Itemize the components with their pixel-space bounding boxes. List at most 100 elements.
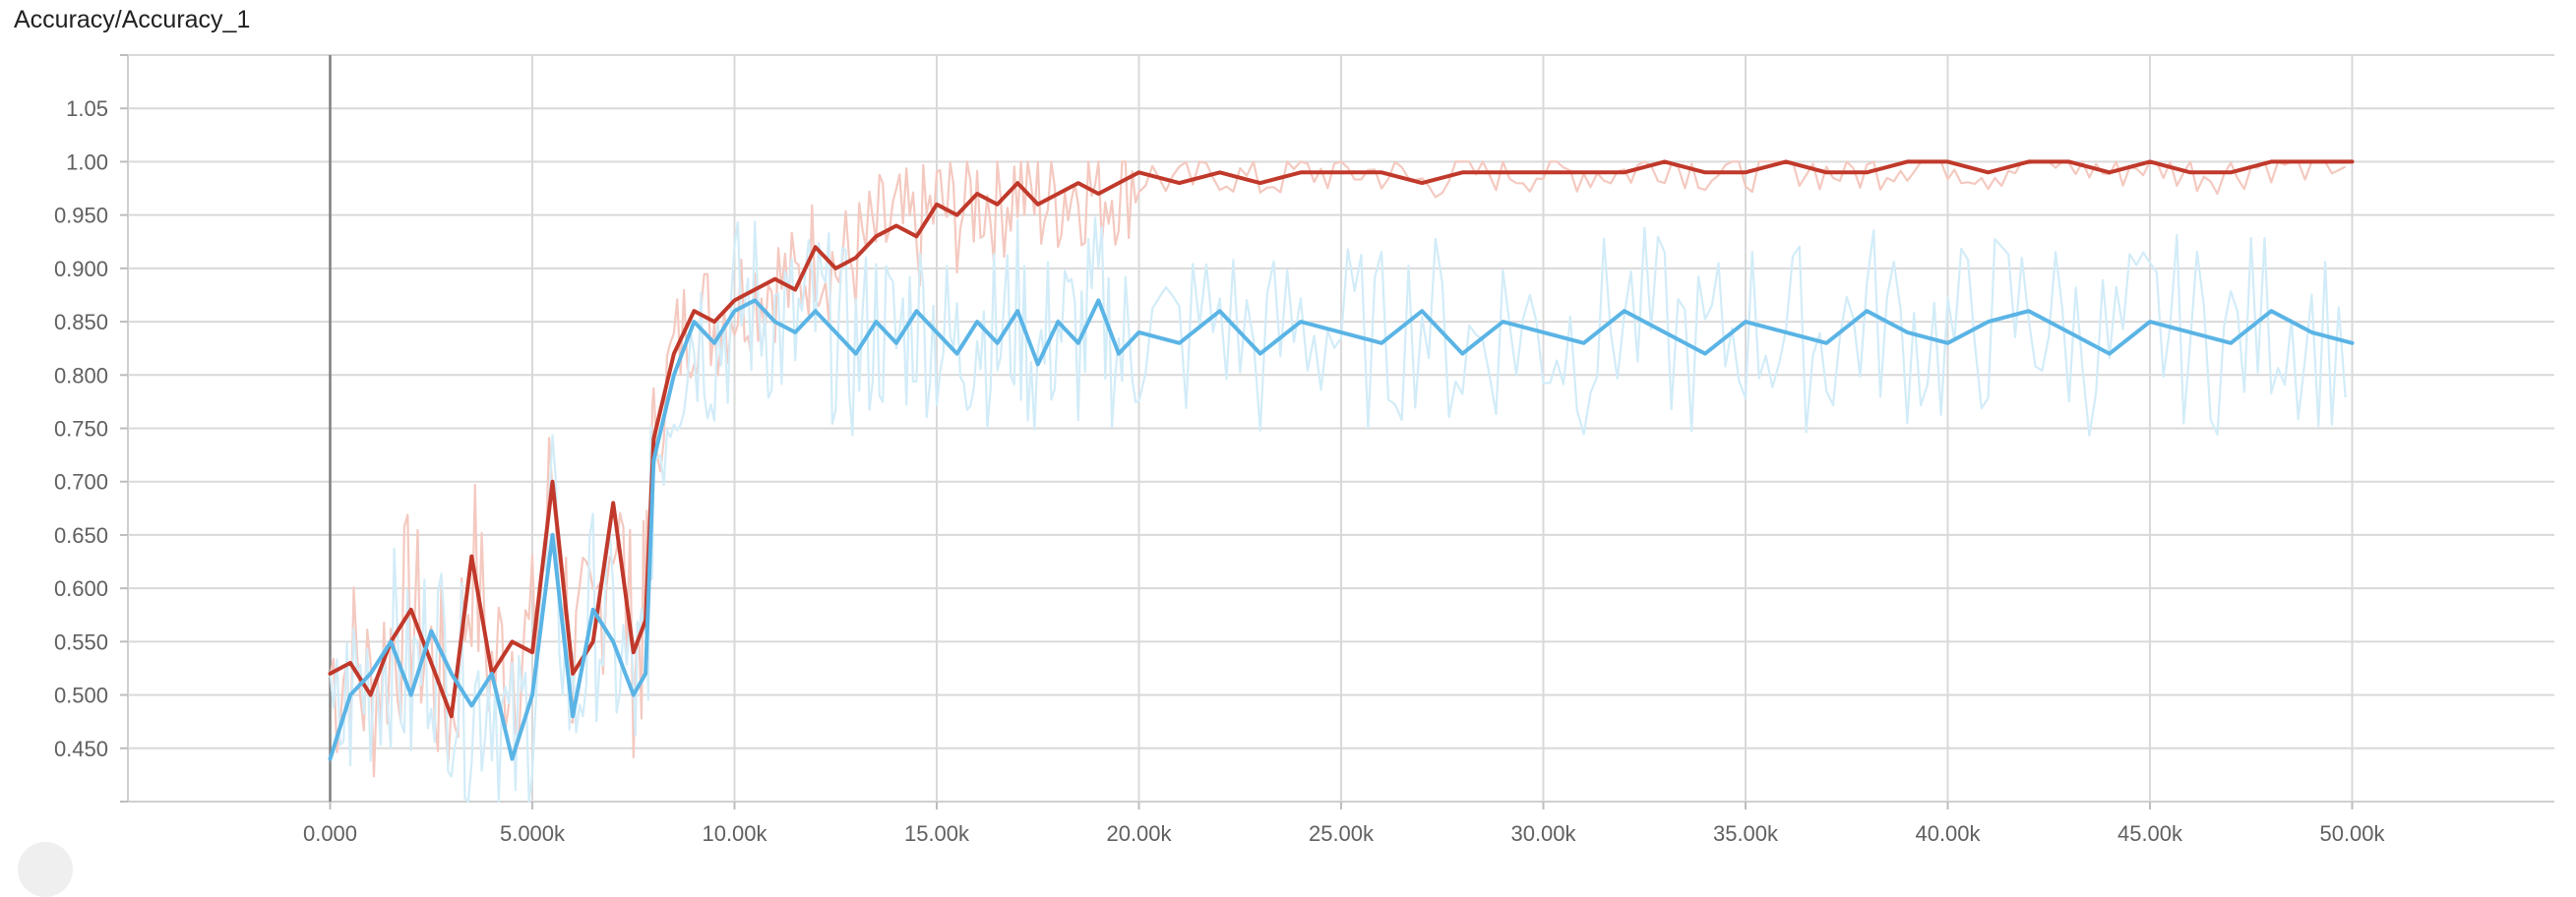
data-point-blue bbox=[915, 309, 918, 313]
y-tick-label: 0.750 bbox=[54, 417, 108, 442]
y-tick-label: 0.900 bbox=[54, 257, 108, 281]
data-point-red bbox=[632, 650, 636, 654]
data-point-red bbox=[1542, 170, 1545, 174]
accuracy-chart: 0.450 0.500 0.550 0.600 0.650 0.700 0.750 0.800… bbox=[54, 54, 2554, 846]
data-point-red bbox=[450, 714, 454, 718]
data-point-blue bbox=[1501, 320, 1504, 324]
y-tick-label: 0.550 bbox=[54, 629, 108, 654]
data-point-blue bbox=[672, 373, 676, 377]
data-point-blue bbox=[644, 672, 647, 676]
data-point-blue bbox=[2269, 309, 2273, 313]
series-raw-line bbox=[329, 160, 2347, 778]
data-point-red bbox=[551, 480, 554, 484]
data-point-red bbox=[2229, 170, 2233, 174]
data-point-red bbox=[1905, 159, 1909, 163]
data-point-blue bbox=[429, 629, 433, 632]
y-tick-label: 0.800 bbox=[54, 363, 108, 388]
data-point-blue bbox=[1623, 309, 1626, 313]
data-point-red bbox=[571, 672, 575, 676]
data-point-red bbox=[469, 555, 473, 559]
data-point-red bbox=[1623, 170, 1626, 174]
data-point-blue bbox=[409, 693, 413, 697]
data-point-blue bbox=[975, 320, 979, 324]
data-point-blue bbox=[1946, 341, 1949, 345]
data-point-red bbox=[1824, 170, 1828, 174]
data-point-red bbox=[530, 650, 534, 654]
x-tick-label: 10.00k bbox=[702, 821, 767, 846]
data-point-red bbox=[1299, 170, 1303, 174]
data-point-red bbox=[1258, 181, 1262, 185]
data-point-blue bbox=[773, 320, 777, 324]
data-point-red bbox=[429, 661, 433, 665]
data-point-red bbox=[2027, 159, 2031, 163]
data-point-red bbox=[955, 213, 959, 217]
data-point-red bbox=[1036, 203, 1040, 207]
y-tick-label: 0.450 bbox=[54, 737, 108, 761]
data-point-blue bbox=[833, 330, 837, 334]
data-point-red bbox=[2148, 159, 2152, 163]
data-point-blue bbox=[1076, 341, 1080, 345]
data-point-blue bbox=[996, 341, 1000, 345]
data-point-red bbox=[2188, 170, 2192, 174]
data-point-blue bbox=[1056, 320, 1060, 324]
data-point-red bbox=[591, 639, 595, 643]
data-point-blue bbox=[1905, 330, 1909, 334]
data-point-blue bbox=[611, 639, 615, 643]
data-point-red bbox=[1784, 159, 1788, 163]
data-point-red bbox=[511, 639, 514, 643]
data-point-blue bbox=[1015, 309, 1019, 313]
data-point-blue bbox=[814, 309, 818, 313]
data-point-red bbox=[793, 288, 797, 291]
data-point-blue bbox=[1460, 352, 1464, 356]
data-point-blue bbox=[1744, 320, 1748, 324]
data-point-blue bbox=[2188, 330, 2192, 334]
x-tick-label: 25.00k bbox=[1309, 821, 1375, 846]
data-point-red bbox=[854, 256, 858, 260]
data-point-blue bbox=[1218, 309, 1222, 313]
data-point-red bbox=[1582, 170, 1586, 174]
data-point-red bbox=[2067, 159, 2071, 163]
x-tick-label: 0.000 bbox=[303, 821, 357, 846]
data-point-blue bbox=[1380, 341, 1383, 345]
data-point-blue bbox=[793, 330, 797, 334]
data-point-blue bbox=[329, 757, 332, 761]
data-point-blue bbox=[854, 352, 858, 356]
data-point-blue bbox=[1542, 330, 1545, 334]
data-point-blue bbox=[874, 320, 878, 324]
data-point-red bbox=[1946, 159, 1949, 163]
data-point-blue bbox=[469, 703, 473, 707]
data-point-red bbox=[1663, 159, 1667, 163]
data-point-blue bbox=[2229, 341, 2233, 345]
data-point-red bbox=[2108, 170, 2112, 174]
data-point-blue bbox=[2108, 352, 2112, 356]
data-point-red bbox=[2309, 159, 2313, 163]
data-point-blue bbox=[1582, 341, 1586, 345]
x-tick-label: 5.000k bbox=[500, 821, 566, 846]
data-point-red bbox=[2269, 159, 2273, 163]
data-point-blue bbox=[591, 608, 595, 612]
data-point-blue bbox=[1824, 341, 1828, 345]
y-tick-label: 1.05 bbox=[66, 96, 108, 121]
data-point-blue bbox=[692, 320, 696, 324]
data-point-blue bbox=[551, 533, 554, 537]
data-point-red bbox=[369, 693, 373, 697]
x-tick-label: 50.00k bbox=[2319, 821, 2385, 846]
x-tick-label: 40.00k bbox=[1915, 821, 1981, 846]
data-point-red bbox=[1420, 181, 1424, 185]
y-tick-label: 0.650 bbox=[54, 523, 108, 548]
data-point-blue bbox=[348, 693, 352, 697]
data-point-red bbox=[833, 267, 837, 270]
data-point-blue bbox=[1703, 352, 1707, 356]
data-point-red bbox=[1501, 170, 1504, 174]
data-point-blue bbox=[1137, 330, 1140, 334]
data-point-blue bbox=[2027, 309, 2031, 313]
data-point-red bbox=[996, 203, 1000, 207]
data-point-blue bbox=[712, 341, 716, 345]
fit-domain-button[interactable] bbox=[18, 842, 73, 897]
data-point-red bbox=[814, 245, 818, 249]
data-point-red bbox=[915, 234, 918, 238]
data-point-blue bbox=[490, 672, 494, 676]
data-point-blue bbox=[1663, 330, 1667, 334]
data-point-red bbox=[2351, 159, 2354, 163]
data-point-red bbox=[1460, 170, 1464, 174]
